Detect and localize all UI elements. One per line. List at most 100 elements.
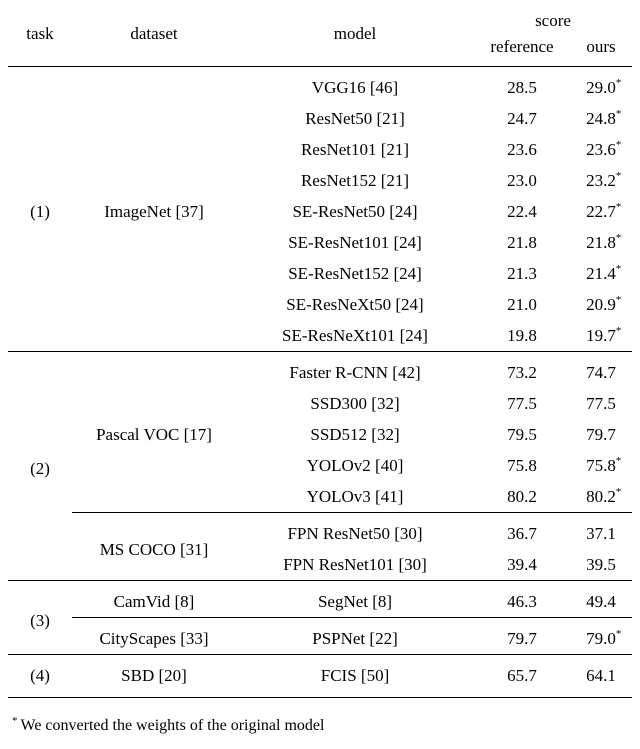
col-header-dataset: dataset — [72, 8, 236, 67]
reference-score: 79.7 — [474, 617, 570, 655]
reference-score: 75.8 — [507, 456, 537, 475]
reference-score: 19.8 — [507, 326, 537, 345]
model-cell: ResNet50 [21] — [305, 109, 405, 128]
reference-score: 22.4 — [507, 202, 537, 221]
model-cell: FCIS [50] — [236, 654, 474, 698]
reference-score: 39.4 — [507, 555, 537, 574]
table-row: ResNet101 [21] 23.6 23.6* — [8, 134, 632, 165]
ours-score: 75.8* — [586, 455, 622, 476]
ours-value: 77.5 — [586, 394, 616, 413]
ours-value: 21.8 — [586, 233, 616, 252]
table-row: MS COCO [31] FPN ResNet50 [30] 36.7 37.1 — [8, 512, 632, 581]
model-cell: YOLOv2 [40] — [306, 456, 404, 475]
ours-value: 75.8 — [586, 456, 616, 475]
ours-value: 29.0 — [586, 78, 616, 97]
model-cell: SegNet [8] — [236, 580, 474, 618]
ours-score: 24.8* — [586, 108, 622, 129]
model-cell: YOLOv3 [41] — [306, 487, 404, 506]
ours-score: 64.1 — [570, 654, 632, 698]
model-cell: VGG16 [46] — [311, 78, 399, 97]
model-cell: FPN ResNet101 [30] — [283, 555, 427, 574]
table-footnote: * We converted the weights of the origina… — [8, 710, 632, 737]
table-row: (3) CamVid [8] SegNet [8] 46.3 49.4 — [8, 580, 632, 655]
task-cell: (1) — [30, 202, 50, 221]
reference-score: 21.8 — [507, 233, 537, 252]
table-row: ResNet152 [21] 23.0 23.2* — [8, 165, 632, 196]
col-header-task: task — [8, 8, 72, 67]
table-row: SE-ResNet101 [24] 21.8 21.8* — [8, 227, 632, 258]
table-row: SSD512 [32] 79.5 79.7 — [8, 419, 632, 450]
ours-score: 80.2* — [586, 486, 622, 507]
ours-score: 49.4 — [570, 580, 632, 618]
reference-score: 21.3 — [507, 264, 537, 283]
table-row: SE-ResNeXt50 [24] 21.0 20.9* — [8, 289, 632, 320]
table-row: SE-ResNet152 [24] 21.3 21.4* — [8, 258, 632, 289]
ours-score: 23.2* — [586, 170, 622, 191]
model-cell: FPN ResNet50 [30] — [236, 512, 474, 549]
ours-score: 21.4* — [586, 263, 622, 284]
model-cell: ResNet101 [21] — [300, 140, 410, 159]
ours-value: 39.5 — [586, 555, 616, 574]
ours-value: 49.4 — [586, 592, 616, 611]
footnote-marker: * — [12, 715, 18, 727]
ours-value: 22.7 — [586, 202, 616, 221]
ours-value: 80.2 — [586, 487, 616, 506]
ours-score: 22.7* — [586, 201, 622, 222]
table-row: (1) ImageNet [37] VGG16 [46] 28.5 29.0* — [8, 67, 632, 222]
model-cell: SE-ResNet101 [24] — [288, 233, 422, 252]
ours-score: 19.7* — [586, 325, 622, 346]
reference-score: 46.3 — [474, 580, 570, 618]
col-header-score: score — [535, 11, 571, 30]
ours-score: 79.7 — [570, 419, 632, 450]
model-cell: SSD512 [32] — [310, 425, 400, 444]
reference-score: 23.6 — [507, 140, 537, 159]
table-row: ResNet50 [21] 24.7 24.8* — [8, 103, 632, 134]
col-header-model: model — [236, 8, 474, 67]
reference-score: 21.0 — [507, 295, 537, 314]
task-cell: (4) — [8, 654, 72, 698]
ours-value: 24.8 — [586, 109, 616, 128]
ours-value: 74.7 — [586, 363, 616, 382]
table-row: SSD300 [32] 77.5 77.5 — [8, 388, 632, 419]
ours-score: 29.0* — [586, 77, 622, 98]
reference-score: 80.2 — [507, 487, 537, 506]
ours-score: 39.5 — [570, 549, 632, 581]
footnote-text: We converted the weights of the original… — [20, 717, 325, 734]
reference-score: 28.5 — [507, 78, 537, 97]
reference-score: 24.7 — [507, 109, 537, 128]
model-cell: SE-ResNet50 [24] — [292, 202, 418, 221]
ours-value: 23.2 — [586, 171, 616, 190]
dataset-cell: MS COCO [31] — [72, 512, 236, 581]
reference-score: 65.7 — [474, 654, 570, 698]
ours-value: 79.7 — [586, 425, 616, 444]
reference-score: 23.0 — [507, 171, 537, 190]
ours-score: 23.6* — [586, 139, 622, 160]
ours-value: 37.1 — [586, 524, 616, 543]
ours-value: 21.4 — [586, 264, 616, 283]
col-header-reference: reference — [474, 34, 570, 67]
model-cell: SE-ResNet152 [24] — [288, 264, 422, 283]
ours-score: 37.1 — [570, 512, 632, 549]
table-row: (2) Pascal VOC [17] Faster R-CNN [42] 73… — [8, 351, 632, 581]
model-cell: ResNet152 [21] — [300, 171, 410, 190]
task-cell: (3) — [8, 580, 72, 655]
table-row: FPN ResNet101 [30] 39.4 39.5 — [8, 549, 632, 581]
model-cell: PSPNet [22] — [236, 617, 474, 655]
table-row: SE-ResNeXt101 [24] 19.8 19.7* — [8, 320, 632, 352]
ours-score: 74.7 — [570, 351, 632, 388]
ours-value: 64.1 — [586, 666, 616, 685]
dataset-cell: ImageNet [37] — [104, 202, 204, 221]
ours-score: 77.5 — [570, 388, 632, 419]
model-cell: SE-ResNeXt101 [24] — [282, 326, 428, 345]
results-table: task dataset model score reference ours … — [8, 8, 632, 698]
table-row: YOLOv2 [40] 75.8 75.8* — [8, 450, 632, 481]
ours-value: 79.0 — [586, 629, 616, 648]
table-row: YOLOv3 [41] 80.2 80.2* — [8, 481, 632, 513]
table-row: CityScapes [33] PSPNet [22] 79.7 79.0* — [8, 617, 632, 655]
reference-score: 77.5 — [507, 394, 537, 413]
header-subrow: reference ours — [8, 34, 632, 67]
model-cell: SSD300 [32] — [310, 394, 400, 413]
model-cell: Faster R-CNN [42] — [236, 351, 474, 388]
reference-score: 73.2 — [474, 351, 570, 388]
